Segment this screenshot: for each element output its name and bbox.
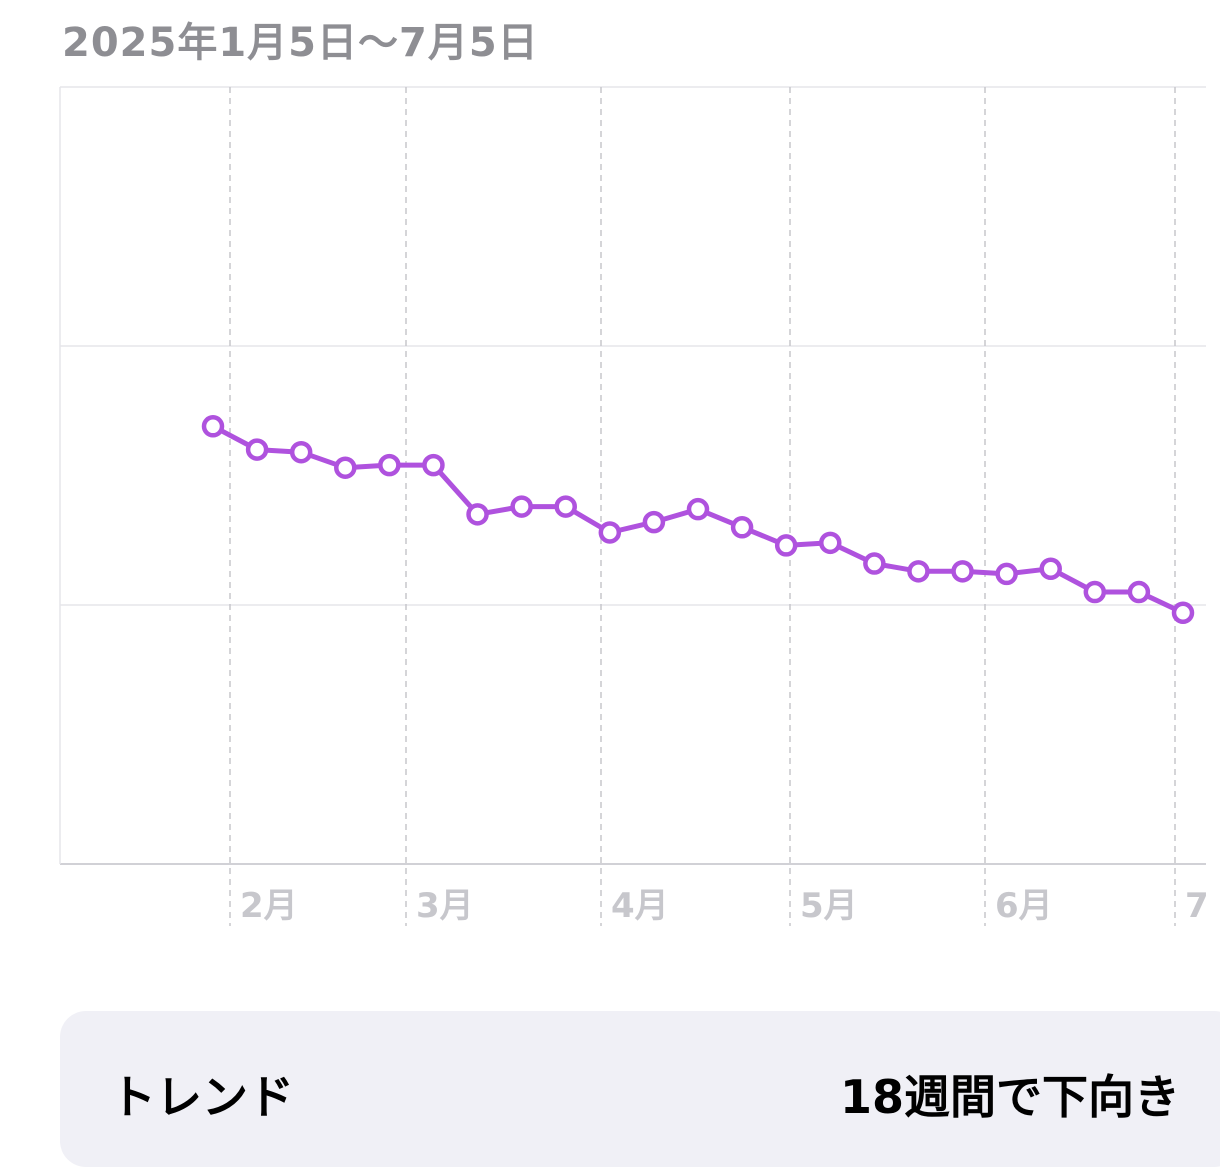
trend-label: トレンド bbox=[110, 1070, 294, 1124]
data-point bbox=[1039, 557, 1062, 580]
x-tick-label: 5月 bbox=[800, 886, 858, 926]
data-point bbox=[642, 510, 666, 534]
data-point bbox=[510, 495, 533, 518]
x-tick-label: 7 bbox=[1185, 886, 1209, 926]
data-point bbox=[245, 438, 269, 461]
trend-line-chart: 2月 3月 4月 5月 6月 7 bbox=[59, 86, 1209, 926]
data-point bbox=[1083, 580, 1107, 604]
data-point bbox=[907, 560, 930, 583]
data-point bbox=[995, 562, 1018, 586]
data-point bbox=[863, 552, 886, 575]
data-point bbox=[554, 495, 577, 518]
data-point bbox=[730, 516, 754, 539]
data-point bbox=[598, 521, 622, 544]
data-point bbox=[951, 560, 974, 583]
data-point bbox=[201, 415, 225, 438]
data-point bbox=[819, 531, 842, 555]
trend-value: 18週間で下向き bbox=[839, 1070, 1180, 1124]
data-point bbox=[774, 534, 798, 557]
x-tick-label: 4月 bbox=[611, 886, 669, 926]
data-point bbox=[289, 440, 313, 464]
x-tick-label: 2月 bbox=[240, 886, 298, 926]
x-tick-label: 6月 bbox=[995, 886, 1053, 926]
trend-summary-card: トレンド 18週間で下向き bbox=[60, 1011, 1220, 1167]
date-range-title: 2025年1月5日〜7月5日 bbox=[62, 20, 539, 66]
data-point bbox=[466, 503, 489, 526]
data-point bbox=[1171, 601, 1195, 625]
data-point bbox=[378, 453, 401, 477]
data-point bbox=[422, 453, 445, 477]
data-point bbox=[1127, 580, 1151, 604]
x-tick-label: 3月 bbox=[416, 886, 474, 926]
data-point bbox=[334, 456, 357, 479]
data-point bbox=[686, 497, 710, 521]
